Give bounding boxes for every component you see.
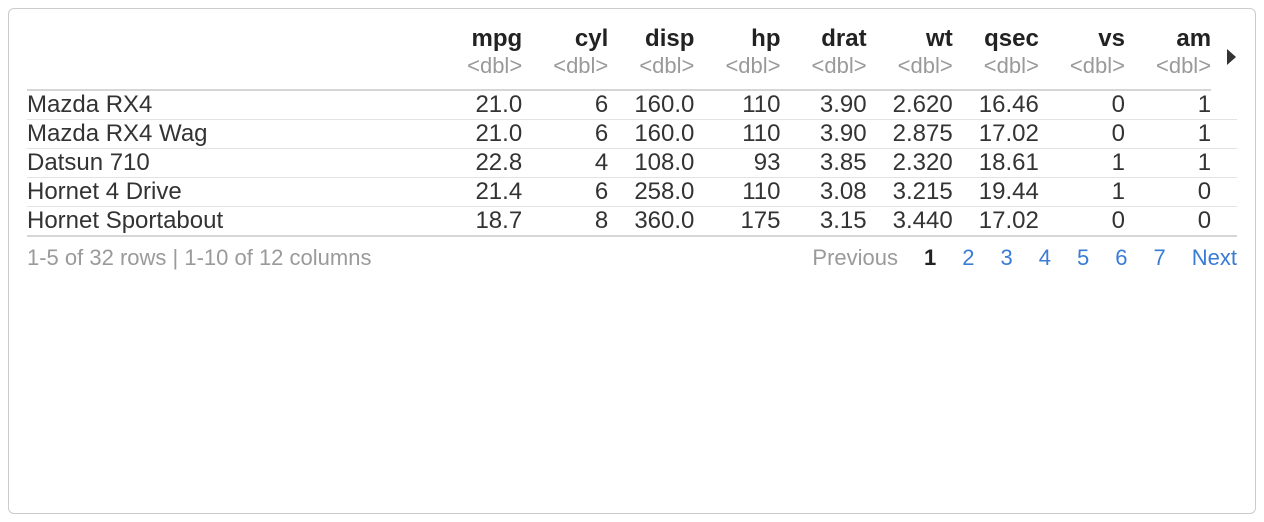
pager: Previous 1 2 3 4 5 6 7 Next: [812, 245, 1237, 271]
cell: 3.440: [867, 207, 953, 237]
table-row: Hornet Sportabout 18.7 8 360.0 175 3.15 …: [27, 207, 1237, 237]
cell: 1: [1125, 120, 1211, 149]
column-header-rowname: [27, 23, 436, 53]
pager-previous: Previous: [812, 245, 898, 271]
cell: 110: [694, 120, 780, 149]
column-type: <dbl>: [781, 53, 867, 90]
cell: 3.90: [781, 90, 867, 120]
scroll-columns-right[interactable]: [1211, 23, 1237, 90]
column-type: <dbl>: [436, 53, 522, 90]
cell: 0: [1039, 90, 1125, 120]
column-header[interactable]: vs: [1039, 23, 1125, 53]
cell: 360.0: [608, 207, 694, 237]
table-row: Datsun 710 22.8 4 108.0 93 3.85 2.320 18…: [27, 149, 1237, 178]
column-type: <dbl>: [522, 53, 608, 90]
cell: 0: [1125, 207, 1211, 237]
pager-next[interactable]: Next: [1192, 245, 1237, 271]
row-name: Mazda RX4: [27, 90, 436, 120]
column-type: <dbl>: [694, 53, 780, 90]
cell: 3.08: [781, 178, 867, 207]
column-header[interactable]: drat: [781, 23, 867, 53]
cell: 17.02: [953, 207, 1039, 237]
cell: 18.61: [953, 149, 1039, 178]
column-type: <dbl>: [867, 53, 953, 90]
cell: 3.15: [781, 207, 867, 237]
column-header[interactable]: am: [1125, 23, 1211, 53]
cell: 2.875: [867, 120, 953, 149]
pager-page-3[interactable]: 3: [1001, 245, 1013, 271]
column-header[interactable]: mpg: [436, 23, 522, 53]
cell: 2.620: [867, 90, 953, 120]
data-table: mpg cyl disp hp drat wt qsec vs am <dbl>…: [27, 23, 1237, 237]
cell: 160.0: [608, 90, 694, 120]
cell: 6: [522, 90, 608, 120]
table-footer: 1-5 of 32 rows | 1-10 of 12 columns Prev…: [27, 237, 1237, 271]
pager-page-5[interactable]: 5: [1077, 245, 1089, 271]
cell: 4: [522, 149, 608, 178]
row-column-status: 1-5 of 32 rows | 1-10 of 12 columns: [27, 245, 371, 271]
cell: 21.4: [436, 178, 522, 207]
table-row: Mazda RX4 21.0 6 160.0 110 3.90 2.620 16…: [27, 90, 1237, 120]
column-header[interactable]: qsec: [953, 23, 1039, 53]
cell: 17.02: [953, 120, 1039, 149]
cell: 258.0: [608, 178, 694, 207]
cell: 1: [1125, 90, 1211, 120]
column-header[interactable]: disp: [608, 23, 694, 53]
table-row: Hornet 4 Drive 21.4 6 258.0 110 3.08 3.2…: [27, 178, 1237, 207]
column-type: <dbl>: [1125, 53, 1211, 90]
cell: 21.0: [436, 90, 522, 120]
cell: 160.0: [608, 120, 694, 149]
cell: 6: [522, 178, 608, 207]
row-name: Hornet Sportabout: [27, 207, 436, 237]
row-name: Datsun 710: [27, 149, 436, 178]
cell: 19.44: [953, 178, 1039, 207]
pager-page-1[interactable]: 1: [924, 245, 936, 271]
column-type: <dbl>: [953, 53, 1039, 90]
row-name: Hornet 4 Drive: [27, 178, 436, 207]
cell: 1: [1039, 178, 1125, 207]
column-type: <dbl>: [1039, 53, 1125, 90]
pager-page-6[interactable]: 6: [1115, 245, 1127, 271]
cell: 2.320: [867, 149, 953, 178]
cell: 110: [694, 178, 780, 207]
column-header[interactable]: hp: [694, 23, 780, 53]
cell: 108.0: [608, 149, 694, 178]
cell: 93: [694, 149, 780, 178]
cell: 8: [522, 207, 608, 237]
cell: 3.85: [781, 149, 867, 178]
row-name: Mazda RX4 Wag: [27, 120, 436, 149]
cell: 0: [1039, 120, 1125, 149]
pager-page-7[interactable]: 7: [1154, 245, 1166, 271]
column-type-rowname: [27, 53, 436, 90]
chevron-right-icon: [1225, 49, 1237, 65]
pager-page-4[interactable]: 4: [1039, 245, 1051, 271]
cell: 22.8: [436, 149, 522, 178]
cell: 6: [522, 120, 608, 149]
cell: 16.46: [953, 90, 1039, 120]
cell: 175: [694, 207, 780, 237]
pager-page-2[interactable]: 2: [962, 245, 974, 271]
cell: 1: [1125, 149, 1211, 178]
cell: 3.215: [867, 178, 953, 207]
cell: 1: [1039, 149, 1125, 178]
cell: 21.0: [436, 120, 522, 149]
cell: 18.7: [436, 207, 522, 237]
cell: 0: [1125, 178, 1211, 207]
cell: 110: [694, 90, 780, 120]
column-header[interactable]: wt: [867, 23, 953, 53]
table-row: Mazda RX4 Wag 21.0 6 160.0 110 3.90 2.87…: [27, 120, 1237, 149]
column-type: <dbl>: [608, 53, 694, 90]
cell: 3.90: [781, 120, 867, 149]
data-table-frame: mpg cyl disp hp drat wt qsec vs am <dbl>…: [8, 8, 1256, 514]
column-header[interactable]: cyl: [522, 23, 608, 53]
cell: 0: [1039, 207, 1125, 237]
